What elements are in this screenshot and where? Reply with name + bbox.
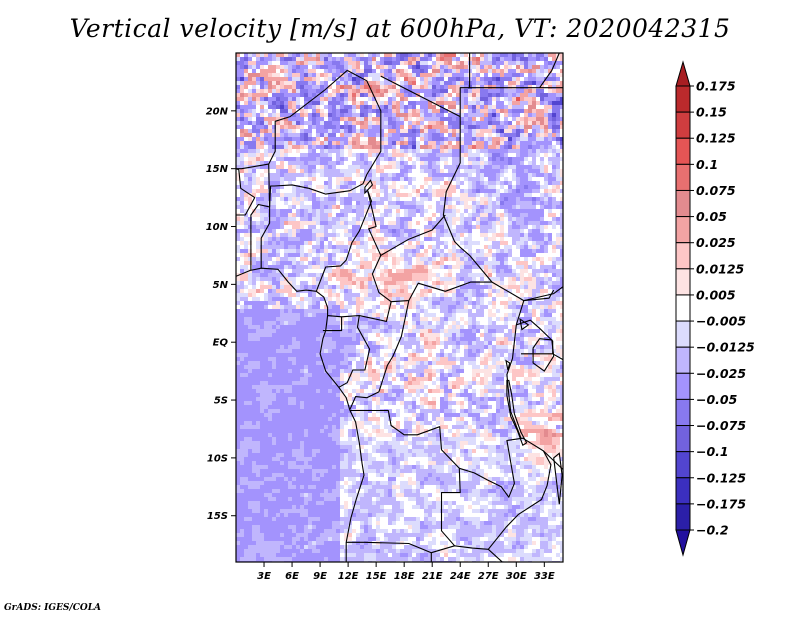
lake-outline: [553, 452, 563, 505]
colorbar-label: 0.075: [696, 183, 736, 198]
border-line: [236, 163, 269, 170]
grads-credit: GrADS: IGES/COLA: [4, 603, 102, 613]
colorbar-segment: [675, 216, 691, 244]
colorbar: 0.175 0.15 0.125 0.1 0.075 0.05 0.025 0.0125 0.0…: [675, 60, 755, 557]
colorbar-label: −0.075: [696, 418, 746, 433]
border-line: [346, 69, 382, 184]
colorbar-label: 0.05: [696, 209, 727, 224]
border-line: [338, 315, 371, 388]
colorbar-segment: [675, 451, 691, 479]
x-tick-label: 30E: [506, 571, 527, 582]
border-line: [346, 409, 461, 554]
lake-outline: [519, 317, 530, 331]
border-line: [459, 87, 563, 117]
border-line: [516, 319, 554, 355]
colorbar-segment: [675, 137, 691, 165]
colorbar-label: −0.0125: [696, 340, 755, 355]
y-tick-label: 5S: [214, 396, 228, 407]
colorbar-segment: [675, 268, 691, 296]
border-line: [236, 267, 365, 562]
colorbar-segment: [675, 503, 691, 531]
y-tick-label: 10N: [206, 222, 229, 233]
lake-outline: [505, 359, 511, 371]
colorbar-label: 0.125: [696, 131, 736, 146]
map-frame: [235, 52, 564, 563]
colorbar-label: 0.005: [696, 287, 736, 302]
colorbar-label: −0.05: [696, 392, 738, 407]
y-tick-label: 10S: [207, 453, 228, 464]
border-line: [250, 183, 364, 271]
colorbar-label: 0.025: [696, 235, 736, 250]
y-tick-label: 15N: [206, 164, 229, 175]
colorbar-segment: [675, 294, 691, 322]
y-tick-label: EQ: [213, 338, 229, 349]
colorbar-label: −0.1: [696, 444, 729, 459]
x-tick-label: 6E: [285, 571, 299, 582]
chart-title: Vertical velocity [m/s] at 600hPa, VT: 2…: [69, 14, 731, 43]
x-tick-label: 24E: [450, 571, 471, 582]
x-tick-label: 9E: [313, 571, 327, 582]
lake-outline: [506, 379, 528, 447]
border-line: [380, 75, 555, 302]
colorbar-extend-max: [675, 60, 691, 87]
colorbar-label: −0.005: [696, 314, 746, 329]
colorbar-extend-min: [675, 529, 691, 557]
colorbar-label: −0.125: [696, 470, 746, 485]
lake-outline: [364, 179, 374, 195]
colorbar-segment: [675, 477, 691, 505]
colorbar-segment: [675, 346, 691, 374]
x-tick-label: 21E: [422, 571, 443, 582]
border-line: [552, 353, 563, 361]
colorbar-label: −0.2: [696, 523, 729, 538]
colorbar-label: 0.175: [696, 79, 736, 94]
x-tick-label: 3E: [257, 571, 271, 582]
colorbar-label: 0.15: [696, 105, 727, 120]
colorbar-segment: [675, 85, 691, 113]
lake-outline: [532, 338, 555, 372]
border-line: [543, 450, 563, 470]
colorbar-label: −0.175: [696, 496, 746, 511]
x-tick-label: 27E: [478, 571, 499, 582]
y-axis: 20N 15N 10N 5N EQ 5S 10S 15S: [206, 106, 236, 522]
border-line: [315, 190, 373, 292]
colorbar-label: 0.0125: [696, 261, 745, 276]
country-borders: [236, 53, 563, 562]
colorbar-segment: [675, 163, 691, 191]
colorbar-segment: [675, 398, 691, 427]
colorbar-segment: [675, 189, 691, 218]
colorbar-segment: [675, 320, 691, 348]
border-line: [487, 548, 503, 562]
colorbar-segment: [675, 111, 691, 139]
border-line: [349, 300, 410, 410]
x-tick-label: 12E: [338, 571, 359, 582]
y-tick-label: 15S: [207, 511, 228, 522]
border-line: [523, 286, 563, 302]
colorbar-label: 0.1: [696, 157, 718, 172]
border-line: [322, 316, 343, 332]
border-line: [260, 206, 271, 269]
velocity-field: [236, 53, 563, 562]
colorbar-segment: [675, 372, 691, 400]
border-line: [236, 168, 256, 216]
x-tick-label: 33E: [534, 571, 555, 582]
x-axis: 3E 6E 9E 12E 15E 18E 21E 24E 27E 30E 33E: [257, 562, 555, 582]
border-line: [539, 53, 560, 89]
x-tick-label: 18E: [394, 571, 415, 582]
border-line: [391, 281, 492, 303]
colorbar-segment: [675, 425, 691, 453]
x-tick-label: 15E: [366, 571, 387, 582]
colorbar-segment: [675, 242, 691, 270]
colorbar-label: −0.025: [696, 366, 746, 381]
y-tick-label: 20N: [206, 106, 229, 117]
border-line: [327, 255, 392, 322]
y-tick-label: 5N: [213, 280, 229, 291]
